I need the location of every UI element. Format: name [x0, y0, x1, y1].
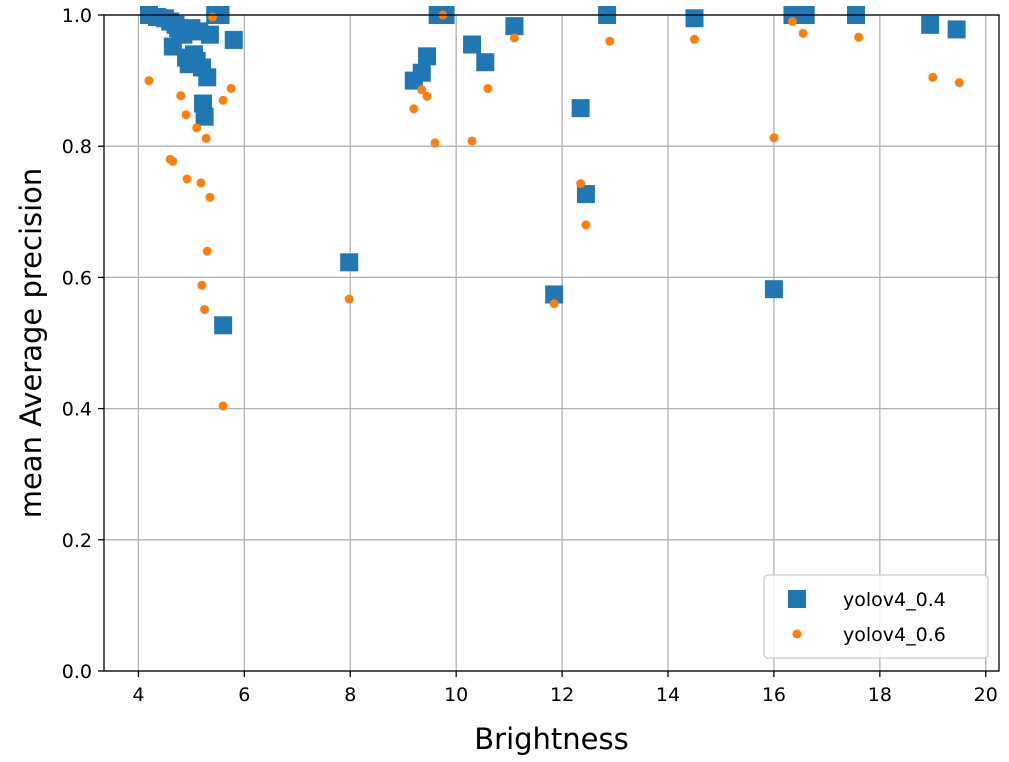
data-point-yolov4_0.6: [549, 299, 559, 309]
y-tick-label: 0.0: [62, 661, 92, 683]
y-tick-label: 0.2: [62, 530, 92, 552]
axis-ticks: 4 6 8 10 12 14 16 18 20 0.0 0.2 0.4 0.6 0.8 1.0: [62, 5, 998, 706]
data-point-yolov4_0.6: [787, 17, 797, 27]
data-point-yolov4_0.4: [476, 53, 495, 72]
x-tick-label: 20: [974, 684, 998, 706]
data-point-yolov4_0.6: [205, 192, 215, 202]
y-axis-label: mean Average precision: [14, 168, 48, 519]
y-tick-label: 1.0: [62, 5, 92, 27]
data-point-yolov4_0.6: [196, 178, 206, 188]
data-point-yolov4_0.6: [176, 91, 186, 101]
data-point-yolov4_0.6: [182, 174, 192, 184]
y-tick-label: 0.6: [62, 267, 92, 289]
legend-box: [763, 574, 989, 659]
legend-marker-circle: [792, 629, 802, 639]
data-point-yolov4_0.6: [769, 133, 779, 143]
data-point-yolov4_0.4: [571, 99, 590, 118]
data-point-yolov4_0.6: [928, 72, 938, 82]
data-point-yolov4_0.4: [463, 35, 482, 54]
data-point-yolov4_0.6: [467, 136, 477, 146]
data-point-yolov4_0.6: [509, 33, 519, 43]
x-tick-label: 14: [656, 684, 680, 706]
data-point-yolov4_0.6: [430, 138, 440, 148]
data-point-yolov4_0.4: [505, 17, 524, 36]
data-point-yolov4_0.4: [418, 47, 437, 66]
plot-frame: [103, 14, 1000, 672]
data-point-yolov4_0.4: [200, 25, 219, 44]
data-point-yolov4_0.6: [954, 78, 964, 88]
data-point-yolov4_0.4: [198, 68, 217, 87]
data-point-yolov4_0.6: [144, 76, 154, 86]
data-point-yolov4_0.4: [576, 185, 595, 204]
legend-label: yolov4_0.6: [843, 624, 946, 646]
grid: [104, 14, 999, 672]
data-point-yolov4_0.6: [605, 36, 615, 46]
data-point-yolov4_0.4: [764, 280, 783, 299]
x-tick-label: 16: [762, 684, 786, 706]
data-point-yolov4_0.4: [195, 107, 214, 126]
data-point-yolov4_0.4: [340, 253, 359, 272]
data-point-yolov4_0.6: [581, 220, 591, 230]
data-point-yolov4_0.4: [214, 316, 233, 335]
x-tick-label: 6: [238, 684, 250, 706]
data-point-yolov4_0.6: [344, 294, 354, 304]
data-point-yolov4_0.6: [168, 156, 178, 166]
data-point-yolov4_0.6: [181, 110, 191, 120]
x-axis-label: Brightness: [474, 722, 628, 756]
data-point-yolov4_0.6: [226, 83, 236, 93]
data-point-yolov4_0.6: [417, 85, 427, 95]
data-point-yolov4_0.6: [218, 95, 228, 105]
data-point-yolov4_0.6: [854, 32, 864, 42]
data-point-yolov4_0.4: [947, 20, 966, 39]
data-point-yolov4_0.4: [685, 9, 704, 28]
data-point-yolov4_0.6: [218, 401, 228, 411]
data-point-yolov4_0.6: [200, 305, 210, 315]
legend-label: yolov4_0.4: [843, 589, 946, 611]
data-point-yolov4_0.6: [197, 280, 207, 290]
data-point-yolov4_0.4: [545, 285, 564, 304]
x-tick-label: 10: [444, 684, 468, 706]
y-tick-label: 0.8: [62, 136, 92, 158]
legend-marker-square: [788, 590, 806, 608]
data-point-yolov4_0.6: [422, 91, 432, 101]
x-tick-label: 18: [868, 684, 892, 706]
data-point-yolov4_0.4: [921, 15, 940, 34]
data-point-yolov4_0.6: [201, 133, 211, 143]
x-tick-label: 8: [344, 684, 356, 706]
x-tick-label: 4: [132, 684, 144, 706]
data-point-yolov4_0.6: [202, 246, 212, 256]
data-point-yolov4_0.6: [576, 179, 586, 189]
data-point-yolov4_0.4: [224, 30, 243, 49]
data-point-yolov4_0.6: [192, 123, 202, 133]
data-points: [140, 6, 966, 411]
data-point-yolov4_0.6: [208, 12, 218, 22]
data-point-yolov4_0.6: [409, 104, 419, 114]
data-point-yolov4_0.6: [689, 34, 699, 44]
y-tick-label: 0.4: [62, 399, 92, 421]
data-point-yolov4_0.6: [483, 83, 493, 93]
data-point-yolov4_0.4: [412, 63, 431, 82]
legend: yolov4_0.4 yolov4_0.6: [763, 574, 989, 659]
x-tick-label: 12: [550, 684, 574, 706]
data-point-yolov4_0.6: [798, 28, 808, 38]
